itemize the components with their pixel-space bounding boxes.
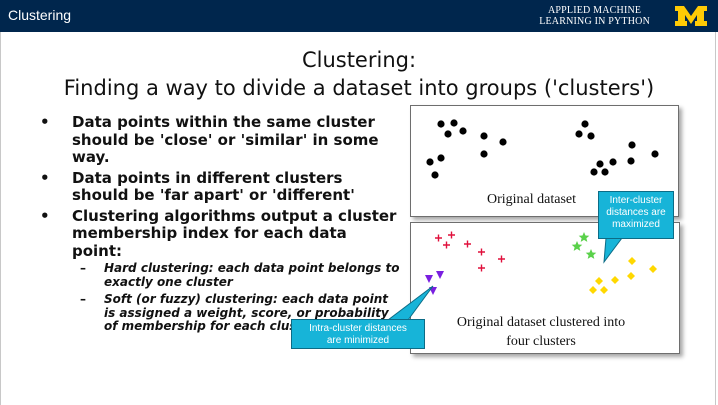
sub-bullet-item: – Hard clustering: each data point belon…	[72, 261, 400, 289]
bullet-item: • Clustering algorithms output a cluster…	[40, 206, 400, 334]
yellow-cluster	[589, 257, 657, 294]
clustered-dataset-scatter	[425, 231, 657, 295]
university-m-logo	[675, 6, 707, 26]
intra-cluster-callout-pointer	[386, 285, 434, 321]
data-point	[431, 171, 439, 179]
sub-bullet-list: – Hard clustering: each data point belon…	[72, 261, 400, 334]
bullet-dot: •	[40, 113, 50, 131]
sub-bullet-text: Hard clustering: each data point belongs…	[104, 261, 400, 289]
bullet-text: Clustering algorithms output a cluster m…	[72, 206, 397, 260]
data-point	[444, 130, 452, 138]
slide-title-line-2: Finding a way to divide a dataset into g…	[63, 76, 655, 100]
green-star-point	[585, 249, 597, 259]
brand-line-2: LEARNING IN PYTHON	[539, 16, 650, 27]
data-point	[596, 160, 604, 168]
red-plus-point	[443, 241, 450, 249]
bullet-item: • Data points within the same cluster sh…	[40, 113, 400, 167]
callout-line: distances are	[606, 207, 666, 218]
callout-line: Inter-cluster	[609, 195, 663, 206]
data-point	[480, 132, 488, 140]
red-plus-point	[498, 255, 505, 263]
purple-triangle-point	[425, 275, 433, 283]
data-point	[627, 157, 635, 165]
bullet-text: Data points within the same cluster shou…	[72, 113, 379, 166]
bullet-dot: •	[40, 168, 50, 187]
green-star-point	[571, 241, 583, 251]
yellow-diamond-point	[600, 286, 608, 294]
data-point	[587, 132, 595, 140]
bullet-dot: •	[40, 206, 50, 225]
data-point	[609, 158, 617, 166]
bullet-text: Data points in different clusters should…	[72, 168, 355, 204]
red-cluster	[435, 231, 505, 272]
yellow-diamond-point	[649, 265, 657, 273]
red-plus-point	[435, 234, 442, 242]
data-point	[590, 168, 598, 176]
purple-triangle-point	[436, 271, 444, 279]
slide-area	[0, 32, 716, 405]
data-point	[437, 120, 445, 128]
green-cluster	[571, 232, 597, 259]
clustered-caption-line-2: four clusters	[506, 334, 576, 349]
clustered-dataset-figure: Original dataset clustered into four clu…	[410, 222, 680, 354]
yellow-diamond-point	[611, 276, 619, 284]
red-plus-point	[448, 231, 455, 239]
inter-cluster-callout: Inter-cluster distances are maximized	[598, 191, 674, 239]
brand-line-1: APPLIED MACHINE	[547, 5, 642, 16]
clustered-dataset-caption: Original dataset clustered into four clu…	[431, 313, 651, 351]
callout-line: are minimized	[326, 335, 390, 346]
bullet-item: • Data points in different clusters shou…	[40, 168, 400, 205]
callout-line: maximized	[612, 219, 660, 230]
data-point	[480, 150, 488, 158]
original-dataset-scatter	[426, 119, 659, 179]
green-star-point	[578, 232, 590, 242]
header-title: Clustering	[8, 7, 72, 23]
clustered-caption-line-1: Original dataset clustered into	[456, 315, 626, 330]
bullet-list: • Data points within the same cluster sh…	[40, 113, 400, 338]
data-point	[601, 168, 609, 176]
data-point	[575, 130, 583, 138]
red-plus-point	[478, 264, 485, 272]
course-brand: APPLIED MACHINE LEARNING IN PYTHON	[539, 5, 650, 27]
data-point	[437, 154, 445, 162]
yellow-diamond-point	[627, 272, 635, 280]
sub-bullet-dash: –	[80, 261, 86, 275]
callout-line: Intra-cluster distances	[309, 323, 407, 334]
red-plus-point	[478, 248, 485, 256]
inter-cluster-callout-pointer	[603, 237, 623, 264]
yellow-diamond-point	[589, 286, 597, 294]
data-point	[499, 138, 507, 146]
data-point	[426, 158, 434, 166]
original-dataset-caption: Original dataset	[487, 192, 577, 207]
red-plus-point	[464, 240, 471, 248]
yellow-diamond-point	[628, 257, 636, 265]
header-bar: Clustering APPLIED MACHINE LEARNING IN P…	[0, 0, 718, 32]
yellow-diamond-point	[595, 277, 603, 285]
data-point	[581, 120, 589, 128]
data-point	[628, 141, 636, 149]
sub-bullet-item: – Soft (or fuzzy) clustering: each data …	[72, 292, 400, 334]
sub-bullet-dash: –	[80, 292, 86, 306]
data-point	[450, 119, 458, 127]
sub-bullet-text: Soft (or fuzzy) clustering: each data po…	[104, 292, 389, 333]
data-point	[459, 127, 467, 135]
data-point	[651, 150, 659, 158]
intra-cluster-callout: Intra-cluster distances are minimized	[291, 319, 425, 349]
slide-title-line-1: Clustering:	[301, 48, 417, 72]
